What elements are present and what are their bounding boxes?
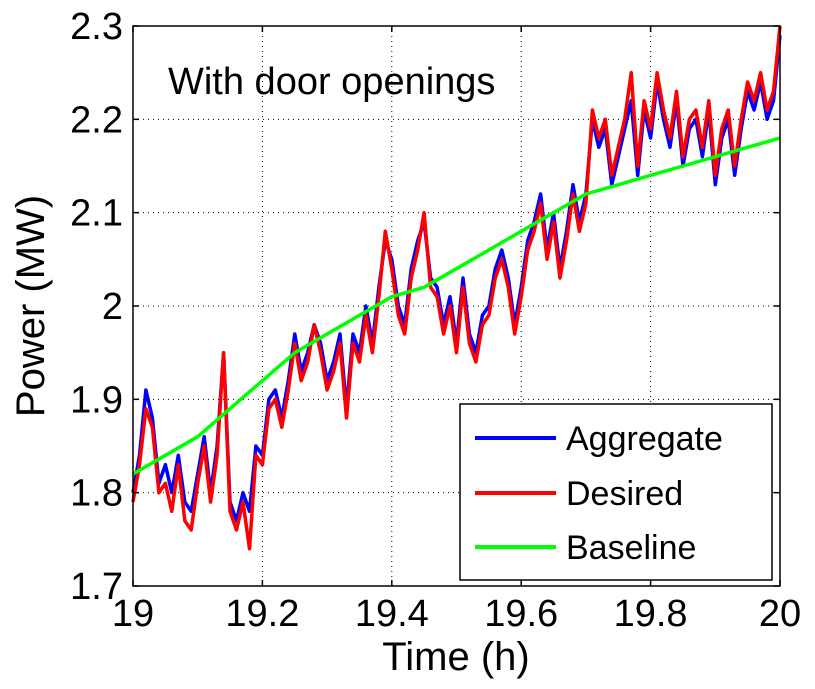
ticks (132, 25, 781, 587)
y-tick-label: 2 (102, 286, 123, 328)
annotation-text: With door openings (168, 61, 495, 103)
y-tick-label: 1.7 (70, 566, 123, 608)
legend-label-desired: Desired (566, 475, 683, 513)
tick-labels: 19 19.2 19.4 19.6 19.8 20 1.7 1.8 1.9 2 2.1 2.2 2.3 (70, 6, 801, 635)
legend-label-aggregate: Aggregate (566, 420, 723, 458)
series-line-baseline (132, 136, 781, 476)
x-tick-label: 19.2 (225, 593, 299, 635)
y-tick-label: 1.8 (70, 473, 123, 515)
series-layer (131, 25, 782, 551)
y-tick-label: 2.2 (70, 99, 123, 141)
x-axis-label: Time (h) (382, 635, 529, 679)
x-tick-label: 19.8 (614, 593, 688, 635)
legend: Aggregate Desired Baseline (459, 403, 773, 581)
x-tick-label: 20 (759, 593, 801, 635)
x-tick-label: 19.4 (355, 593, 429, 635)
series-line-desired (131, 25, 782, 551)
y-tick-label: 2.3 (70, 6, 123, 48)
x-tick-label: 19 (112, 593, 154, 635)
y-tick-label: 1.9 (70, 379, 123, 421)
y-tick-label: 2.1 (70, 193, 123, 235)
x-tick-label: 19.6 (484, 593, 558, 635)
y-axis-label: Power (MW) (9, 195, 53, 417)
legend-label-baseline: Baseline (566, 529, 696, 567)
